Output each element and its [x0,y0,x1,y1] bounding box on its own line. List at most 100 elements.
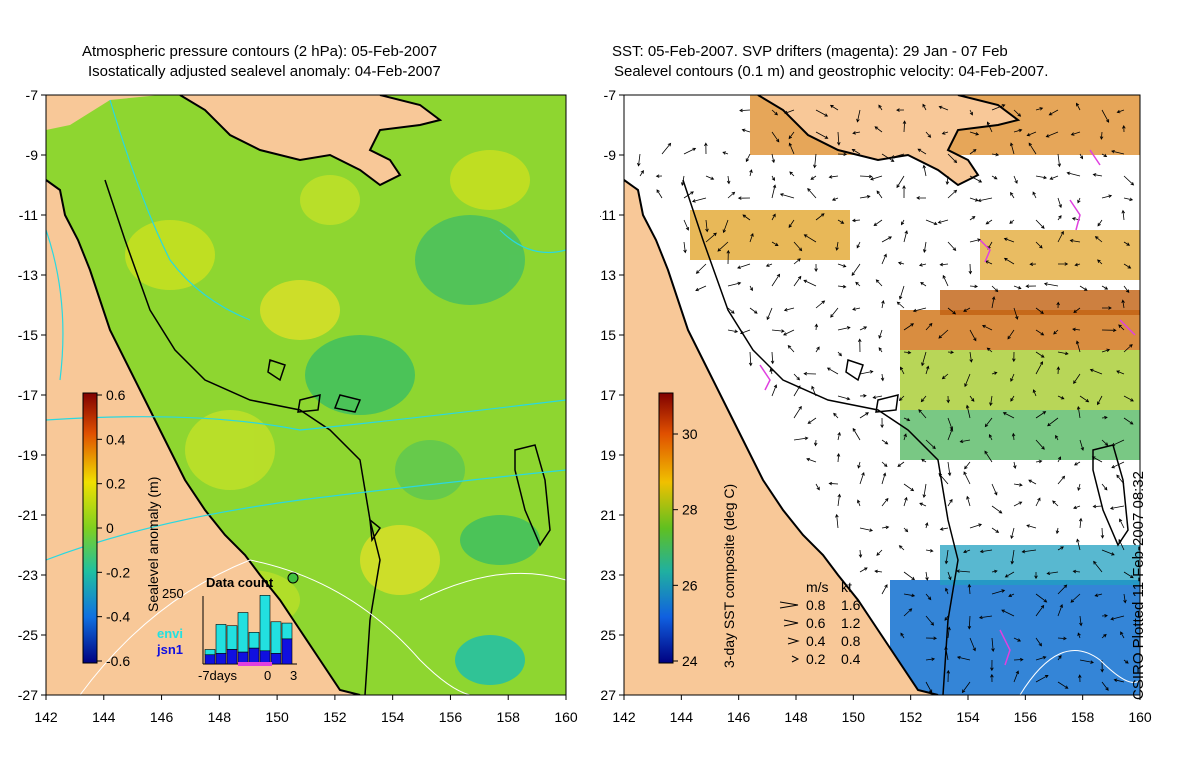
velocity-vector [918,263,927,267]
velocity-vector [1035,351,1045,358]
velocity-vector [990,673,994,683]
velocity-vector [1111,149,1125,155]
velocity-vector [947,427,954,441]
velocity-vector [964,373,971,388]
velocity-vector [1035,361,1043,375]
velocity-vector [925,657,936,661]
velocity-vector [881,300,885,309]
velocity-vector [813,439,818,447]
velocity-vector [859,326,868,331]
left-longitude-labels: 142 144 146 148 150 152 154 156 158 160 [34,695,578,725]
velocity-vector [991,589,1006,595]
velocity-vector [705,175,715,180]
velocity-vector [947,626,951,639]
velocity-vector [881,497,889,507]
velocity-vector [815,131,829,139]
inset-bar-envi [248,632,260,649]
velocity-vector [945,175,950,186]
velocity-vector [1057,351,1069,356]
velocity-vector [1079,439,1085,451]
velocity-vector [1057,636,1067,641]
sst-patches [690,95,1140,695]
velocity-vector [1101,614,1108,618]
inset-xlabel-start: -7days [198,668,238,683]
velocity-vector [873,219,883,227]
png-coastline-right [757,95,1021,187]
velocity-vector [969,109,973,116]
velocity-vector [1035,604,1045,617]
velocity-vector [830,307,839,318]
velocity-vector [1116,109,1125,114]
lat-label: -17 [600,387,616,403]
lat-label: -7 [604,87,617,103]
velocity-legend-header-kt: kt [841,579,852,595]
velocity-vector [901,219,905,226]
coastline-right [624,179,939,695]
velocity-vector [1057,230,1064,243]
velocity-vector [944,646,949,661]
velocity-vector [1109,505,1125,510]
right-title-line1: SST: 05-Feb-2007. SVP drifters (magenta)… [612,43,1008,60]
velocity-vector [903,230,908,243]
velocity-vector [836,453,841,463]
sst-map: 30 28 26 24 3-day SST composite (deg C) m/s… [600,87,1152,725]
lat-label: -19 [600,447,616,463]
velocity-vector [1111,439,1125,447]
velocity-vector [922,241,927,253]
velocity-vector [1101,285,1109,290]
velocity-vector [986,121,993,133]
sst-colorbar [658,392,674,664]
geostrophic-velocity-vectors [637,102,1135,694]
pressure-contours [46,99,566,561]
velocity-vector [859,412,869,419]
inset-legend-jsn1: jsn1 [156,642,183,657]
australia-land-right [624,180,938,695]
velocity-vector [878,347,883,353]
right-panel-title: SST: 05-Feb-2007. SVP drifters (magenta)… [604,42,1048,82]
velocity-vector [947,241,957,252]
velocity-vector [896,175,905,189]
velocity-vector [941,131,949,135]
velocity-vector [722,219,729,234]
velocity-vector [1072,569,1081,574]
velocity-vector [1047,417,1059,427]
velocity-vector [1055,527,1060,535]
velocity-vector [1013,657,1024,662]
velocity-vector [837,152,848,157]
velocity-vector [903,527,909,533]
velocity-vector [1057,215,1062,221]
lon-label: 150 [842,709,866,725]
inset-xlabel-zero: 0 [264,668,271,683]
inset-bar-envi [204,649,216,656]
velocity-vector [1035,107,1044,111]
velocity-vector [875,279,883,287]
inset-title: Data count [206,575,274,590]
colorbar-tick-label: -0.2 [106,564,130,580]
velocity-vector [947,571,952,581]
velocity-vector [1035,459,1043,464]
velocity-vector [859,370,874,375]
velocity-vector [837,493,842,507]
velocity-vector [881,253,887,265]
colorbar-tick-label: 24 [682,653,698,669]
velocity-vector [1101,109,1110,123]
velocity-vector [1077,197,1081,204]
velocity-vector [991,637,995,652]
velocity-vector [1009,142,1015,155]
velocity-vector [988,434,993,441]
lat-label: -21 [18,507,38,523]
colorbar-tick-label: 28 [682,502,698,518]
velocity-vector [896,301,905,309]
png-coastline [179,95,443,187]
velocity-vector [655,174,663,178]
velocity-vector [990,659,994,672]
inset-ymax-label: 250 [162,586,184,601]
velocity-vector [878,329,883,339]
velocity-vector [1100,527,1105,539]
velocity-vector [771,131,780,143]
velocity-legend-arrow [779,601,799,609]
velocity-vector [984,450,993,463]
velocity-vector [897,261,905,265]
velocity-vector [1021,549,1037,554]
anomaly-colorbar-label: Sealevel anomaly (m) [145,477,161,612]
